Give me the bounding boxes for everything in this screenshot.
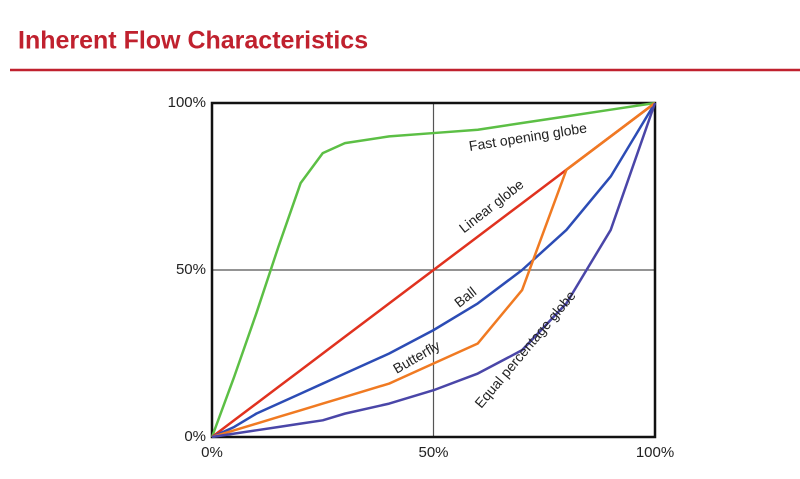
series-line (211, 102, 657, 439)
series-label: Fast opening globe (468, 119, 588, 153)
y-tick-label: 0% (184, 428, 206, 445)
plot-frame (210, 101, 657, 439)
chart-title: Inherent Flow Characteristics (18, 27, 368, 55)
series-line (211, 102, 657, 439)
x-tick-label: 50% (418, 444, 448, 461)
y-tick-label: 50% (176, 261, 206, 278)
x-tick-label: 100% (636, 444, 674, 461)
series-label: Equal percentage globe (471, 287, 578, 411)
y-tick-label: 100% (168, 94, 206, 111)
x-tick-label: 0% (201, 444, 223, 461)
series-line (211, 102, 656, 438)
series-line (211, 102, 656, 439)
series-line (210, 101, 656, 438)
